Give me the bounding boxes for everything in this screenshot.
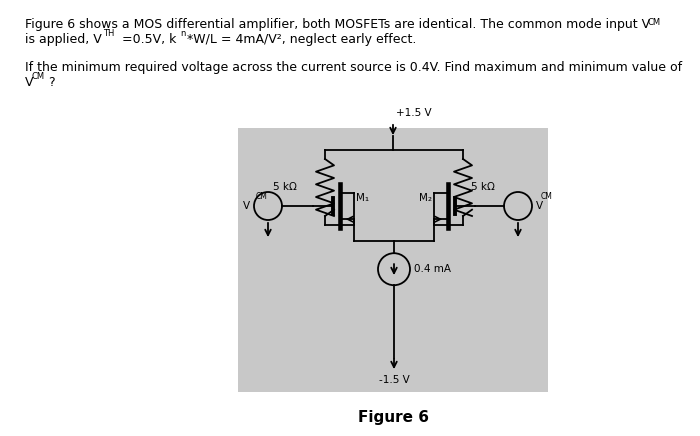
Text: 5 kΩ: 5 kΩ [471,183,495,193]
Text: n: n [180,29,186,38]
Text: V: V [536,201,543,211]
Text: ?: ? [48,76,55,89]
Text: Figure 6 shows a MOS differential amplifier, both MOSFETs are identical. The com: Figure 6 shows a MOS differential amplif… [25,18,650,31]
Text: If the minimum required voltage across the current source is 0.4V. Find maximum : If the minimum required voltage across t… [25,61,682,74]
Text: 0.4 mA: 0.4 mA [414,264,451,274]
Text: CM: CM [648,18,661,27]
Text: TH: TH [103,29,114,38]
Text: CM: CM [31,72,44,81]
Text: V: V [25,76,34,89]
Text: V: V [243,201,250,211]
Text: CM: CM [541,192,553,201]
Text: M₂: M₂ [419,193,432,203]
Text: -1.5 V: -1.5 V [379,375,410,385]
Text: 5 kΩ: 5 kΩ [273,183,297,193]
FancyBboxPatch shape [238,128,548,392]
Text: CM: CM [256,192,268,201]
Text: Figure 6: Figure 6 [358,410,428,425]
Text: M₁: M₁ [356,193,369,203]
Text: *W/L = 4mA/V², neglect early effect.: *W/L = 4mA/V², neglect early effect. [187,33,416,46]
Text: =0.5V, k: =0.5V, k [118,33,176,46]
Text: is applied, V: is applied, V [25,33,101,46]
Text: +1.5 V: +1.5 V [396,108,432,118]
